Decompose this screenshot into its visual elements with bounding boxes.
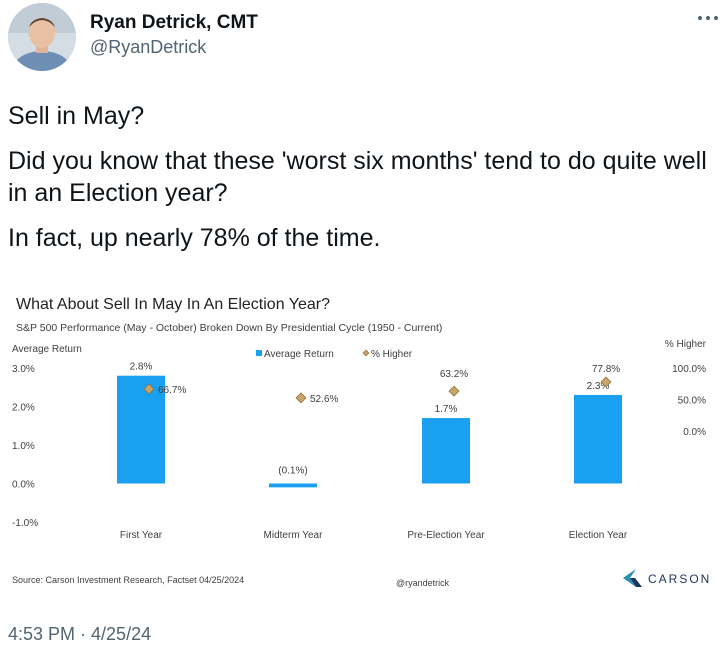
pct-higher-marker — [143, 383, 155, 395]
timestamp[interactable]: 4:53 PM · 4/25/24 — [8, 624, 152, 644]
left-axis-label: Average Return — [12, 344, 82, 355]
legend-bar-swatch — [256, 350, 262, 356]
carson-logo: CARSON — [623, 569, 711, 587]
bar-value-label: 2.8% — [130, 362, 153, 373]
bar-value-label: 1.7% — [435, 404, 458, 415]
author-handle[interactable]: @RyanDetrick — [90, 37, 207, 57]
marker-value-label: 66.7% — [158, 385, 186, 396]
bar-average-return — [422, 418, 470, 484]
tweet-paragraph: Did you know that these 'worst six month… — [8, 147, 707, 207]
bar-average-return — [269, 483, 317, 488]
more-icon[interactable] — [696, 14, 720, 22]
marker-value-label: 77.8% — [592, 364, 620, 375]
bar-average-return — [574, 394, 622, 484]
tweet-text: Sell in May? Did you know that these 'wo… — [8, 100, 718, 267]
y-left-tick-label: 2.0% — [12, 403, 35, 414]
carson-logo-mark-icon — [623, 569, 636, 587]
bar-value-label: 2.3% — [587, 381, 610, 392]
legend-marker-label: % Higher — [371, 349, 413, 360]
author-name[interactable]: Ryan Detrick, CMT — [90, 12, 258, 33]
y-right-tick-label: 100.0% — [672, 364, 706, 375]
bar-average-return — [117, 375, 165, 484]
y-left-tick-label: -1.0% — [12, 518, 38, 529]
avatar[interactable] — [8, 3, 76, 71]
pct-higher-marker — [448, 385, 460, 397]
y-right-tick-label: 50.0% — [678, 396, 706, 407]
legend-bar-label: Average Return — [264, 349, 334, 360]
chart-subtitle: S&P 500 Performance (May - October) Brok… — [16, 322, 442, 334]
chart-title: What About Sell In May In An Election Ye… — [16, 296, 330, 313]
x-category-label: First Year — [120, 530, 163, 541]
y-left-tick-label: 0.0% — [12, 480, 35, 491]
legend-diamond-icon — [362, 349, 370, 357]
avatar-image — [8, 3, 76, 71]
chart-watermark: @ryandetrick — [396, 578, 450, 588]
marker-value-label: 52.6% — [310, 394, 338, 405]
x-category-label: Election Year — [569, 530, 628, 541]
bar-value-label: (0.1%) — [278, 466, 307, 477]
tweet-paragraph: In fact, up nearly 78% of the time. — [8, 224, 381, 252]
carson-logo-text: CARSON — [648, 572, 711, 586]
pct-higher-marker — [295, 392, 307, 404]
chart-legend: Average Return % Higher — [256, 349, 413, 360]
chart-image[interactable]: What About Sell In May In An Election Ye… — [8, 288, 718, 596]
y-left-tick-label: 1.0% — [12, 441, 35, 452]
pct-higher-marker — [600, 376, 612, 388]
marker-value-label: 63.2% — [440, 369, 468, 380]
chart-source: Source: Carson Investment Research, Fact… — [12, 575, 244, 585]
x-category-label: Pre-Election Year — [407, 530, 485, 541]
tweet-paragraph: Sell in May? — [8, 102, 145, 130]
x-category-label: Midterm Year — [264, 530, 324, 541]
chart-svg: What About Sell In May In An Election Ye… — [12, 296, 711, 588]
y-left-tick-label: 3.0% — [12, 364, 35, 375]
y-right-tick-label: 0.0% — [683, 427, 706, 438]
right-axis-label: % Higher — [665, 339, 707, 350]
